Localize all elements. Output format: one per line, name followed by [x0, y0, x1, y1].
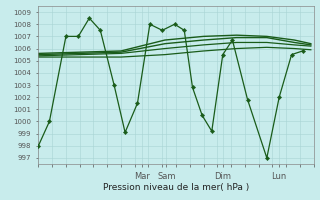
X-axis label: Pression niveau de la mer( hPa ): Pression niveau de la mer( hPa ) — [103, 183, 249, 192]
